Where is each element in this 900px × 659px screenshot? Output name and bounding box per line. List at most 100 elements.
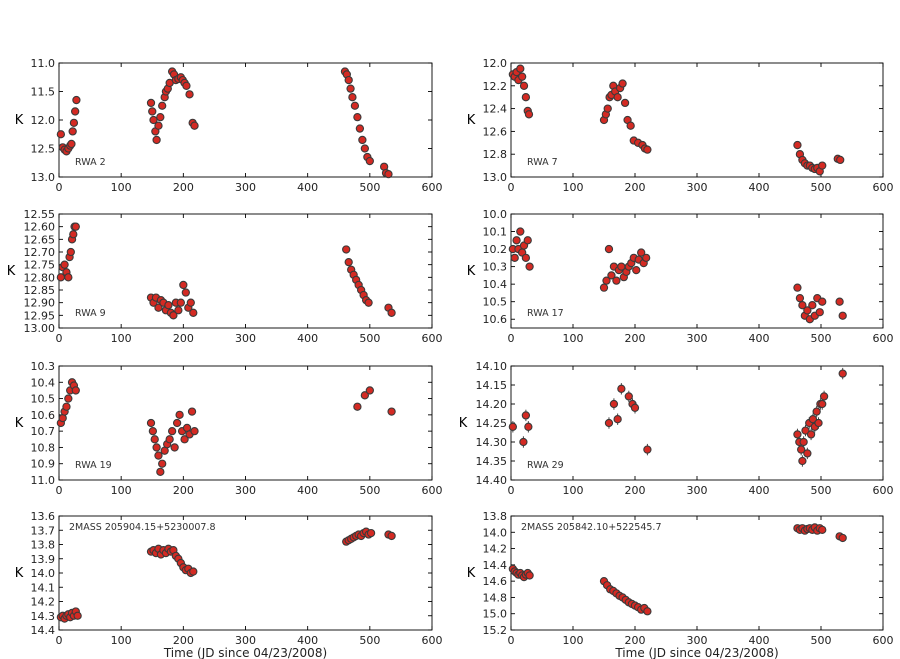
- data-point: [67, 139, 76, 149]
- x-tick-label: 600: [422, 332, 443, 345]
- data-point: [599, 283, 609, 292]
- data-point: [818, 297, 827, 306]
- star-name-label: 2MASS 205842.10+522545.7: [521, 522, 661, 533]
- x-tick-label: 300: [235, 332, 256, 345]
- y-tick-label: 13.8: [483, 510, 508, 523]
- data-point: [179, 280, 188, 290]
- y-axis-label: K: [7, 264, 16, 279]
- data-point: [815, 308, 824, 317]
- data-point: [798, 456, 807, 466]
- data-point: [364, 298, 373, 307]
- data-point: [180, 435, 189, 444]
- y-tick-label: 15.2: [483, 624, 508, 637]
- x-tick-label: 600: [873, 634, 894, 647]
- y-axis-label: K: [15, 416, 24, 431]
- y-tick-label: 12.65: [24, 233, 56, 246]
- data-point: [801, 426, 810, 435]
- data-point: [69, 118, 79, 127]
- x-tick-label: 400: [297, 484, 318, 497]
- y-tick-label: 14.4: [483, 559, 508, 572]
- y-tick-label: 10.5: [31, 393, 56, 406]
- data-point: [525, 262, 534, 271]
- data-point: [158, 459, 167, 468]
- y-tick-label: 14.6: [483, 575, 508, 588]
- data-point: [170, 443, 179, 452]
- data-point: [149, 115, 158, 125]
- plot-frame: [510, 62, 884, 178]
- data-point: [387, 308, 396, 317]
- data-point: [624, 392, 633, 401]
- data-point: [154, 451, 163, 460]
- y-tick-label: 14.10: [476, 360, 508, 373]
- data-point: [609, 399, 619, 409]
- data-point: [604, 244, 614, 254]
- data-point: [174, 306, 183, 315]
- y-tick-label: 12.2: [483, 80, 508, 93]
- y-tick-label: 12.85: [24, 284, 56, 297]
- x-tick-label: 500: [359, 332, 380, 345]
- data-point: [360, 391, 370, 400]
- data-point: [150, 435, 159, 444]
- data-point: [604, 418, 614, 428]
- x-tick-label: 200: [173, 484, 194, 497]
- data-point: [793, 140, 802, 150]
- data-point: [154, 121, 163, 130]
- data-point: [71, 386, 80, 395]
- data-point: [72, 95, 81, 105]
- x-tick-label: 600: [422, 634, 443, 647]
- data-point: [152, 443, 161, 452]
- x-tick-label: 200: [625, 181, 646, 194]
- y-tick-label: 10.0: [483, 208, 508, 221]
- data-point: [835, 297, 844, 306]
- y-tick-label: 10.7: [31, 425, 56, 438]
- x-tick-label: 400: [749, 634, 770, 647]
- x-tick-label: 100: [111, 634, 132, 647]
- y-tick-label: 10.6: [31, 409, 56, 422]
- y-tick-label: 14.25: [476, 417, 508, 430]
- y-tick-label: 11.0: [31, 57, 56, 70]
- data-point: [521, 253, 531, 262]
- data-point: [819, 392, 829, 401]
- x-tick-label: 0: [508, 181, 515, 194]
- star-name-label: RWA 29: [527, 460, 564, 471]
- plot-frame: [510, 213, 884, 329]
- plot-frame: [510, 515, 884, 631]
- x-tick-label: 100: [111, 181, 132, 194]
- y-axis-label: K: [467, 264, 476, 279]
- data-point: [165, 435, 174, 444]
- data-point: [185, 90, 194, 99]
- y-tick-label: 12.0: [31, 114, 56, 127]
- x-tick-label: 500: [359, 634, 380, 647]
- y-tick-label: 10.3: [31, 360, 56, 373]
- data-point: [613, 93, 622, 102]
- x-tick-label: 300: [235, 181, 256, 194]
- light-curve-panel-6: 0 100 200 300 400 500 600 14.10 14.15 14.20 14.25 1…: [459, 360, 894, 497]
- y-tick-label: 14.0: [483, 526, 508, 539]
- data-point: [346, 84, 355, 93]
- data-point: [187, 407, 197, 416]
- data-point: [64, 394, 73, 403]
- x-tick-label: 600: [873, 332, 894, 345]
- y-tick-label: 12.55: [24, 208, 56, 221]
- data-point: [818, 161, 827, 170]
- data-point: [607, 271, 616, 280]
- y-tick-label: 14.2: [31, 596, 56, 609]
- x-tick-label: 300: [687, 634, 708, 647]
- x-tick-label: 600: [422, 181, 443, 194]
- y-axis-label: K: [467, 566, 476, 581]
- data-point: [523, 236, 532, 245]
- x-tick-label: 300: [687, 181, 708, 194]
- x-tick-label: 500: [359, 181, 380, 194]
- x-axis-label: Time (JD since 04/23/2008): [163, 646, 327, 659]
- y-tick-label: 12.60: [24, 221, 56, 234]
- data-point: [516, 64, 525, 73]
- y-tick-label: 10.4: [31, 376, 56, 389]
- data-point: [812, 407, 821, 416]
- data-point: [360, 144, 370, 153]
- data-point: [519, 81, 529, 90]
- light-curve-panel-3: 0 100 200 300 400 500 60012.5512.6012.6512.701…: [7, 208, 443, 345]
- data-point: [806, 430, 816, 439]
- data-point: [508, 422, 518, 431]
- y-tick-label: 11.5: [31, 86, 56, 99]
- data-point: [512, 236, 521, 245]
